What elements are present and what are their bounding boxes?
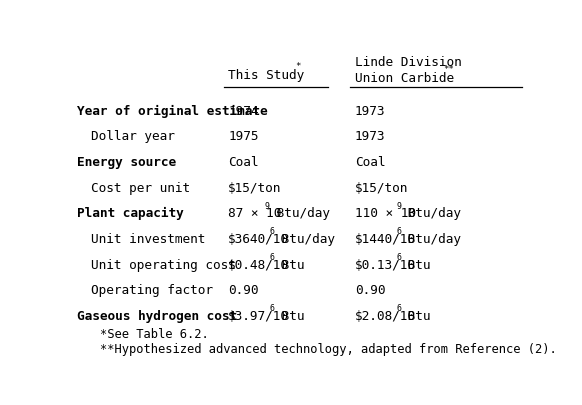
Text: This Study: This Study xyxy=(228,68,304,81)
Text: Union Carbide: Union Carbide xyxy=(354,72,454,85)
Text: 6: 6 xyxy=(270,227,275,236)
Text: 1975: 1975 xyxy=(228,130,259,143)
Text: 6: 6 xyxy=(270,252,275,261)
Text: Btu: Btu xyxy=(274,258,304,271)
Text: *See Table 6.2.: *See Table 6.2. xyxy=(100,328,208,341)
Text: Coal: Coal xyxy=(354,156,385,168)
Text: 0.90: 0.90 xyxy=(228,284,259,296)
Text: Btu/day: Btu/day xyxy=(274,232,335,245)
Text: *: * xyxy=(295,62,300,71)
Text: Btu/day: Btu/day xyxy=(400,232,461,245)
Text: 6: 6 xyxy=(396,227,401,236)
Text: $2.08/10: $2.08/10 xyxy=(354,309,416,322)
Text: 1973: 1973 xyxy=(354,130,385,143)
Text: Dollar year: Dollar year xyxy=(91,130,175,143)
Text: $15/ton: $15/ton xyxy=(228,181,282,194)
Text: Btu: Btu xyxy=(400,258,431,271)
Text: 0.90: 0.90 xyxy=(354,284,385,296)
Text: Cost per unit: Cost per unit xyxy=(91,181,190,194)
Text: Year of original estimate: Year of original estimate xyxy=(77,104,268,117)
Text: Gaseous hydrogen cost: Gaseous hydrogen cost xyxy=(77,309,237,322)
Text: $15/ton: $15/ton xyxy=(354,181,408,194)
Text: Unit investment: Unit investment xyxy=(91,232,205,245)
Text: **: ** xyxy=(443,65,454,74)
Text: Operating factor: Operating factor xyxy=(91,284,213,296)
Text: 6: 6 xyxy=(270,304,275,313)
Text: $0.13/10: $0.13/10 xyxy=(354,258,416,271)
Text: $3.97/10: $3.97/10 xyxy=(228,309,289,322)
Text: 110 × 10: 110 × 10 xyxy=(354,207,416,220)
Text: 87 × 10: 87 × 10 xyxy=(228,207,282,220)
Text: Unit operating cost: Unit operating cost xyxy=(91,258,236,271)
Text: 9: 9 xyxy=(265,201,269,210)
Text: 6: 6 xyxy=(396,252,401,261)
Text: $0.48/10: $0.48/10 xyxy=(228,258,289,271)
Text: Btu/day: Btu/day xyxy=(400,207,461,220)
Text: **Hypothesized advanced technology, adapted from Reference (2).: **Hypothesized advanced technology, adap… xyxy=(100,342,556,355)
Text: Btu/day: Btu/day xyxy=(268,207,329,220)
Text: Linde Division: Linde Division xyxy=(354,56,462,69)
Text: 1973: 1973 xyxy=(354,104,385,117)
Text: 1974: 1974 xyxy=(228,104,259,117)
Text: 9: 9 xyxy=(396,201,401,210)
Text: Btu: Btu xyxy=(400,309,431,322)
Text: Energy source: Energy source xyxy=(77,156,176,168)
Text: Coal: Coal xyxy=(228,156,259,168)
Text: $3640/10: $3640/10 xyxy=(228,232,289,245)
Text: 6: 6 xyxy=(396,304,401,313)
Text: $1440/10: $1440/10 xyxy=(354,232,416,245)
Text: Plant capacity: Plant capacity xyxy=(77,207,184,220)
Text: Btu: Btu xyxy=(274,309,304,322)
